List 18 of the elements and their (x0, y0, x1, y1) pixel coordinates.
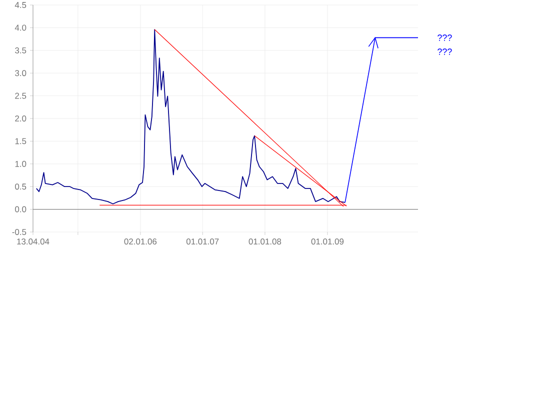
y-tick-label: 1.5 (15, 138, 26, 144)
text: ??? (438, 34, 452, 41)
y-tick-label: 4.0 (14, 24, 26, 31)
y-tick-label: 3.5 (15, 47, 26, 54)
y-tick-label: -0.5 (12, 229, 26, 235)
y-tick-label: 2.0 (15, 116, 26, 122)
x-tick-label: 01.01.08 (248, 238, 282, 245)
y-tick-label: 0.0 (15, 206, 26, 212)
x-tick-label: 01.01.07 (186, 238, 219, 245)
y-tick-label: 4.5 (14, 2, 26, 8)
text: ??? (438, 48, 452, 55)
y-tick-label: 1.0 (15, 160, 26, 167)
y-tick-label: 2.5 (15, 92, 26, 99)
x-tick-label: 02.01.06 (124, 238, 157, 245)
y-tick-label: 0.5 (15, 184, 26, 190)
x-tick-label: 13.04.04 (17, 238, 50, 245)
x-tick-label: 01.01.09 (311, 238, 344, 245)
y-tick-label: 3.0 (15, 70, 26, 76)
